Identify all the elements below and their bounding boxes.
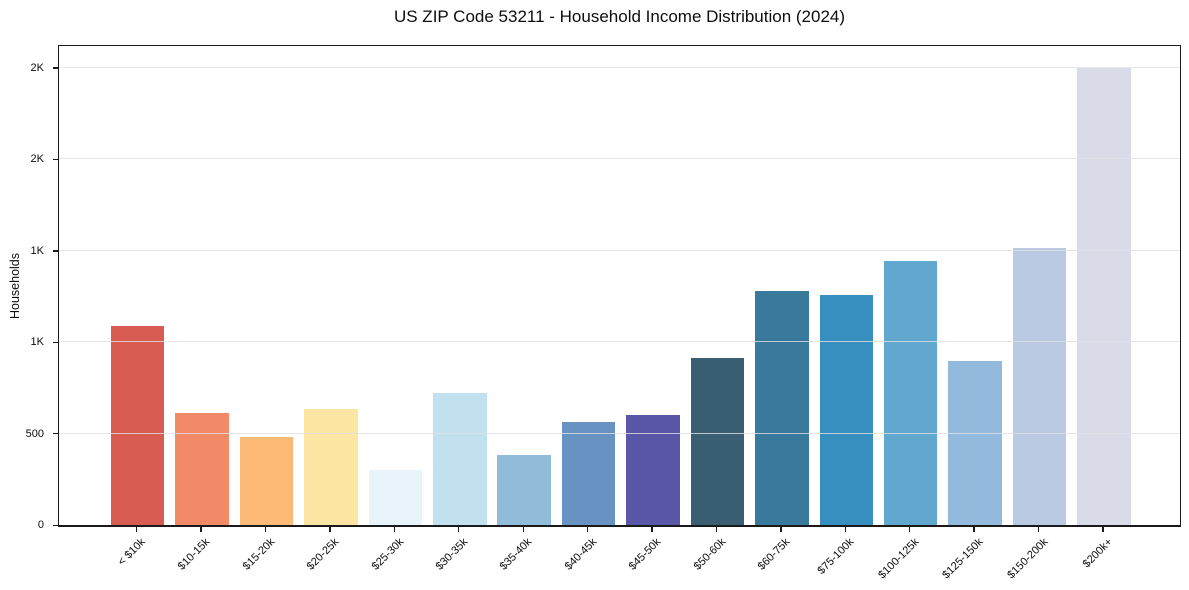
gridline	[59, 249, 1180, 251]
gridline	[59, 66, 1180, 68]
bar--150-200k	[1012, 247, 1067, 525]
x-tick-label: $50-60k	[691, 536, 728, 573]
y-tick-mark	[53, 524, 58, 526]
bar--40-45k	[561, 421, 616, 525]
x-tick-label: $75-100k	[815, 536, 857, 577]
y-tick-mark	[53, 433, 58, 435]
x-tick-mark	[200, 527, 202, 532]
gridline	[59, 341, 1180, 343]
x-tick-label: < $10k	[116, 536, 149, 569]
x-tick-mark	[136, 527, 138, 532]
x-axis: < $10k $10-15k $15-20k $20-25k $25-30k $30-35…	[58, 527, 1181, 590]
y-tick-label: 2K	[30, 61, 44, 74]
y-tick-label: 1K	[30, 244, 44, 257]
x-tick-label: $200k+	[1080, 536, 1115, 571]
bar--100-125k	[883, 260, 938, 525]
y-tick-mark	[53, 67, 58, 69]
bar--125-150k	[948, 361, 1002, 525]
y-tick-mark	[53, 250, 58, 252]
gridline	[59, 432, 1180, 434]
bar--50-60k	[690, 357, 745, 525]
bar--10-15k	[175, 413, 229, 525]
x-tick-mark	[586, 527, 589, 532]
x-tick-mark	[973, 527, 975, 532]
plot-area	[58, 45, 1181, 527]
x-tick-label: $40-45k	[562, 536, 600, 573]
x-tick-mark	[715, 527, 718, 532]
bar--30-35k	[433, 393, 487, 525]
bar--20-25k	[304, 408, 358, 525]
x-tick-mark	[522, 527, 524, 532]
gridline	[59, 158, 1180, 160]
x-tick-mark	[780, 527, 782, 532]
y-tick-label: 500	[25, 427, 44, 440]
x-tick-mark	[264, 527, 267, 532]
x-tick-mark	[651, 527, 653, 532]
x-tick-label: $15-20k	[240, 536, 278, 573]
x-tick-mark	[1102, 527, 1104, 532]
bar--75-100k	[819, 295, 874, 525]
y-tick-mark	[53, 341, 58, 343]
x-tick-label: $60-75k	[755, 536, 793, 573]
x-tick-mark	[1037, 527, 1040, 532]
x-tick-mark	[393, 527, 396, 532]
y-tick-label: 1K	[30, 336, 44, 349]
x-tick-label: $125-150k	[940, 536, 986, 582]
bar--200k+	[1077, 67, 1131, 525]
chart-title: US ZIP Code 53211 - Household Income Dis…	[393, 7, 846, 26]
bar--15-20k	[239, 437, 294, 525]
x-tick-label: $10-15k	[176, 536, 213, 573]
x-tick-label: $100-125k	[875, 536, 922, 582]
x-tick-mark	[458, 527, 460, 532]
x-tick-label: $20-25k	[304, 536, 342, 573]
x-tick-label: $45-50k	[626, 536, 664, 573]
x-tick-mark	[909, 527, 911, 532]
y-tick-label: 2K	[30, 153, 44, 166]
y-axis: 0 500 1K 1K 2K 2K	[0, 45, 58, 531]
x-tick-mark	[844, 527, 846, 532]
x-tick-label: $35-40k	[498, 536, 535, 573]
bar--35-40k	[497, 454, 551, 525]
x-tick-label: $25-30k	[369, 536, 406, 573]
bar-<-10k	[110, 325, 165, 525]
bar--25-30k	[368, 470, 423, 525]
bar--60-75k	[755, 290, 809, 525]
y-tick-mark	[53, 158, 58, 161]
x-tick-label: $150-200k	[1004, 536, 1051, 582]
y-tick-label: 0	[37, 519, 44, 531]
x-tick-label: $30-35k	[433, 536, 471, 573]
x-tick-mark	[329, 527, 331, 532]
